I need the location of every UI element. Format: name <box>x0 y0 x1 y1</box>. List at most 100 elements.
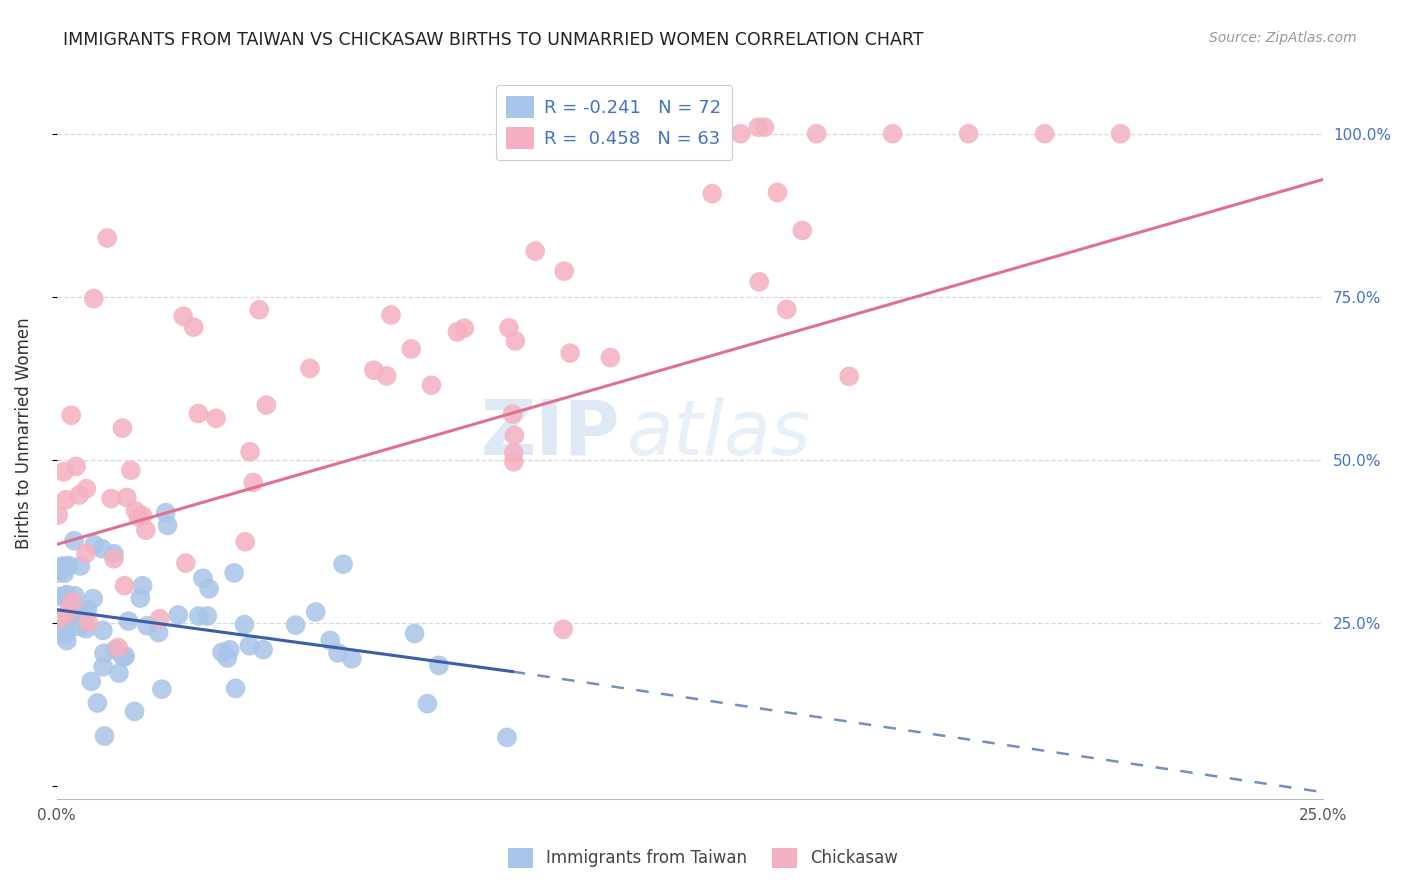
Text: ZIP: ZIP <box>481 397 620 471</box>
Point <box>187 407 209 421</box>
Point <box>198 582 221 596</box>
Point <box>52 622 75 636</box>
Point <box>503 428 526 442</box>
Point <box>218 642 240 657</box>
Point <box>107 640 129 655</box>
Y-axis label: Births to Unmarried Women: Births to Unmarried Women <box>15 318 32 549</box>
Point <box>58 558 80 573</box>
Point <box>48 626 70 640</box>
Point <box>191 571 214 585</box>
Point <box>108 666 131 681</box>
Point <box>172 310 194 324</box>
Point <box>702 186 724 201</box>
Point <box>67 488 90 502</box>
Point <box>129 591 152 606</box>
Point <box>82 591 104 606</box>
Point <box>65 459 87 474</box>
Point <box>120 463 142 477</box>
Legend: Immigrants from Taiwan, Chickasaw: Immigrants from Taiwan, Chickasaw <box>501 841 905 875</box>
Point <box>148 625 170 640</box>
Point <box>75 482 97 496</box>
Point <box>247 302 270 317</box>
Point <box>86 696 108 710</box>
Point <box>149 612 172 626</box>
Point <box>48 590 70 604</box>
Point <box>502 455 524 469</box>
Point <box>76 603 98 617</box>
Point <box>747 120 769 135</box>
Point <box>233 534 256 549</box>
Point <box>104 643 127 657</box>
Point <box>56 615 79 629</box>
Point <box>93 646 115 660</box>
Point <box>128 509 150 524</box>
Point <box>49 561 72 575</box>
Point <box>75 546 97 560</box>
Point <box>195 609 218 624</box>
Point <box>75 622 97 636</box>
Point <box>114 579 136 593</box>
Point <box>114 648 136 663</box>
Point <box>730 127 752 141</box>
Text: Source: ZipAtlas.com: Source: ZipAtlas.com <box>1209 31 1357 45</box>
Legend: R = -0.241   N = 72, R =  0.458   N = 63: R = -0.241 N = 72, R = 0.458 N = 63 <box>495 85 733 160</box>
Point <box>326 646 349 660</box>
Point <box>183 320 205 334</box>
Point <box>217 651 239 665</box>
Point <box>55 627 77 641</box>
Point <box>136 619 159 633</box>
Point <box>156 518 179 533</box>
Point <box>56 606 79 620</box>
Point <box>233 617 256 632</box>
Point <box>155 506 177 520</box>
Point <box>211 645 233 659</box>
Point <box>242 475 264 490</box>
Point <box>792 223 814 237</box>
Point <box>401 342 423 356</box>
Point <box>124 705 146 719</box>
Point <box>73 604 96 618</box>
Point <box>882 127 904 141</box>
Point <box>131 579 153 593</box>
Point <box>53 566 76 581</box>
Point <box>754 120 776 135</box>
Point <box>420 378 443 392</box>
Point <box>103 551 125 566</box>
Point <box>124 504 146 518</box>
Point <box>578 127 600 141</box>
Point <box>91 659 114 673</box>
Point <box>112 650 135 665</box>
Point <box>453 321 475 335</box>
Point <box>46 508 69 522</box>
Point <box>380 308 402 322</box>
Point <box>55 492 77 507</box>
Point <box>53 559 76 574</box>
Point <box>224 566 246 580</box>
Point <box>100 491 122 506</box>
Point <box>131 508 153 523</box>
Point <box>187 609 209 624</box>
Point <box>46 566 69 580</box>
Point <box>55 588 77 602</box>
Point <box>93 729 115 743</box>
Point <box>524 244 547 259</box>
Point <box>80 674 103 689</box>
Point <box>502 446 524 460</box>
Point <box>363 363 385 377</box>
Point <box>806 127 828 141</box>
Point <box>340 652 363 666</box>
Point <box>502 407 524 421</box>
Point <box>69 559 91 574</box>
Point <box>766 186 789 200</box>
Point <box>319 633 342 648</box>
Point <box>505 334 527 348</box>
Point <box>225 681 247 696</box>
Point <box>599 351 621 365</box>
Point <box>63 533 86 548</box>
Point <box>51 559 73 574</box>
Point <box>63 600 86 615</box>
Point <box>205 411 228 425</box>
Point <box>498 321 520 335</box>
Point <box>53 589 76 603</box>
Text: IMMIGRANTS FROM TAIWAN VS CHICKASAW BIRTHS TO UNMARRIED WOMEN CORRELATION CHART: IMMIGRANTS FROM TAIWAN VS CHICKASAW BIRT… <box>63 31 924 49</box>
